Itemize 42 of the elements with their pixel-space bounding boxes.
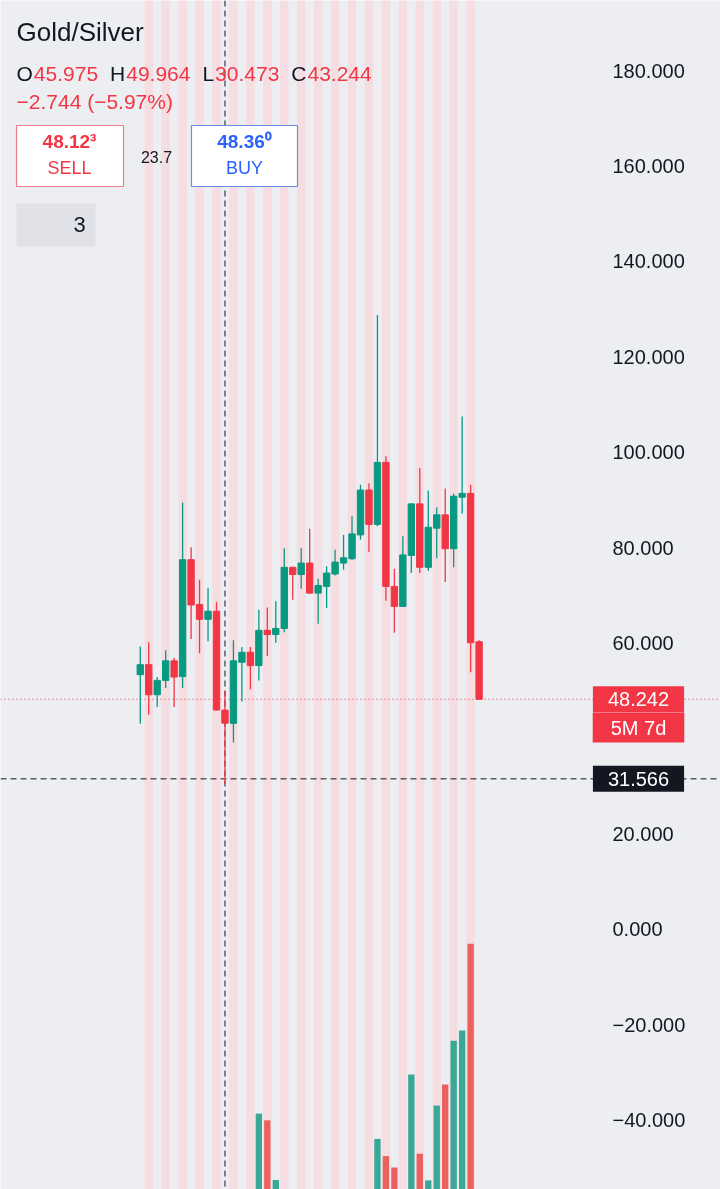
y-tick-label: −40.000 [612,1109,686,1132]
candlestick [289,566,297,601]
bar [374,1138,381,1189]
y-tick-label: 120.000 [612,345,685,368]
y-tick-label: 0.000 [612,918,663,941]
bar [442,1084,449,1189]
annotation: 48.36⁰ [217,131,272,152]
annotation: O45.975 H49.964 L30.473 C43.244 [16,61,373,85]
annotation: 23.7 [140,148,173,166]
bar [425,1180,432,1189]
annotation: 48.12³ [42,131,97,152]
annotation: 5M 7d [610,716,667,739]
bar [433,1105,440,1189]
ref-line-label: 48.242 [607,688,670,711]
y-tick-label: 160.000 [612,155,685,178]
bar [416,1153,423,1189]
annotation: −2.744 (−5.97%) [16,90,173,113]
bar [255,1113,263,1189]
bar [382,1156,390,1189]
candlestick [136,645,144,725]
bar [272,1179,279,1189]
candlestick [204,587,212,642]
ref-line-label: 31.566 [607,767,670,790]
y-tick-label: 20.000 [612,823,674,846]
annotation: 3 [73,212,86,237]
y-tick-label: 180.000 [612,59,685,82]
bar [408,1074,415,1189]
bar [467,943,474,1189]
bar [458,1030,466,1189]
y-tick-label: 140.000 [612,250,685,273]
y-tick-label: 100.000 [612,441,685,464]
bar [264,1120,271,1189]
bar [450,1040,457,1189]
bar [391,1167,398,1189]
text: Gold/Silver [16,16,144,47]
y-tick-label: −20.000 [612,1013,686,1036]
candlestick [170,657,178,708]
y-tick-label: 60.000 [612,632,674,655]
y-tick-label: 80.000 [612,536,674,559]
annotation: SELL [47,157,92,178]
annotation: BUY [225,157,264,178]
candlestick [263,606,271,657]
